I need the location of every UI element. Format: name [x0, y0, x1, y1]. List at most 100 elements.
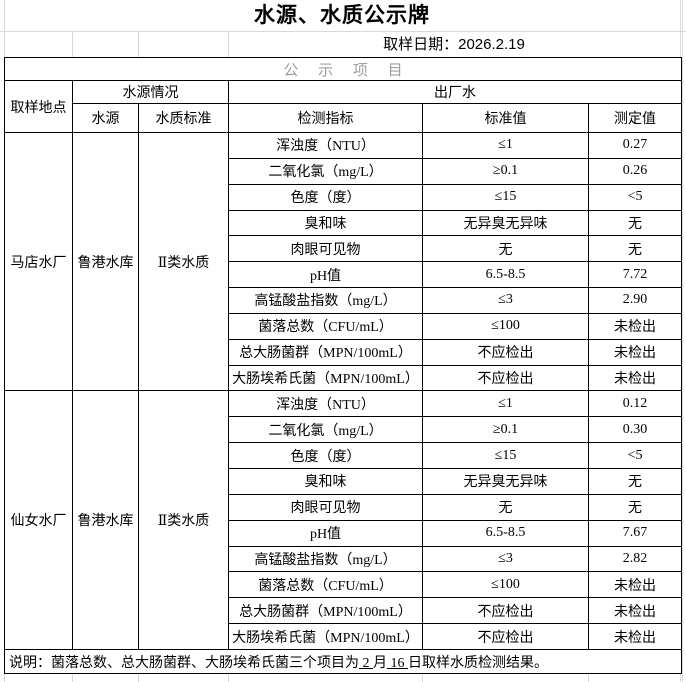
standard-cell: 不应检出 — [422, 364, 589, 392]
indicator-cell: 臭和味 — [228, 209, 423, 237]
sample-date: 取样日期：2026.2.19 — [383, 36, 525, 53]
standard-cell: ≤15 — [422, 442, 589, 469]
table-row: 肉眼可见物 无 无 — [5, 493, 683, 521]
standard-cell: ≥0.1 — [422, 157, 589, 185]
table-row: 仙女水厂 鲁港水库 Ⅱ类水质 浑浊度（NTU） ≤1 0.12 — [4, 390, 683, 650]
measured-cell: 无 — [587, 209, 683, 237]
indicator-cell: 二氧化氯（mg/L） — [228, 157, 423, 185]
standard-cell: ≥0.1 — [422, 416, 589, 444]
standard-cell: ≤1 — [422, 390, 589, 418]
indicator-cell: 菌落总数（CFU/mL） — [228, 312, 423, 340]
page-title: 水源、水质公示牌 — [254, 3, 430, 27]
standard-cell: ≤15 — [422, 183, 589, 211]
indicator-cell: 色度（度） — [228, 442, 423, 469]
table-row: 大肠埃希氏菌（MPN/100mL） 不应检出 未检出 — [5, 623, 683, 650]
indicator-cell: pH值 — [228, 519, 423, 547]
table-row: 马店水厂 鲁港水库 Ⅱ类水质 浑浊度（NTU） ≤1 0.27 — [4, 131, 683, 392]
measured-cell: 0.27 — [587, 132, 683, 159]
measured-cell: 未检出 — [587, 338, 683, 366]
indicator-cell: 大肠埃希氏菌（MPN/100mL） — [228, 364, 423, 392]
measured-cell: 0.30 — [587, 416, 683, 444]
indicator-cell: 大肠埃希氏菌（MPN/100mL） — [228, 623, 423, 650]
col-header-source-group: 水源情况 — [72, 80, 229, 104]
gridline — [138, 31, 139, 57]
gridline — [680, 674, 681, 682]
note-month-label: 月 — [373, 655, 387, 671]
col-header-standard-value: 标准值 — [422, 103, 589, 133]
indicator-cell: 浑浊度（NTU） — [228, 390, 423, 418]
indicator-cell: 色度（度） — [228, 183, 423, 211]
measured-cell: 未检出 — [587, 597, 683, 625]
table-row: 菌落总数（CFU/mL） ≤100 未检出 — [5, 571, 683, 599]
measured-cell: 无 — [587, 493, 683, 521]
col-header-standard: 水质标准 — [138, 103, 229, 133]
gridline — [588, 674, 589, 682]
measured-cell: 无 — [587, 467, 683, 495]
standard-cell: 无异臭无异味 — [422, 209, 589, 237]
indicator-cell: 肉眼可见物 — [228, 235, 423, 263]
note-text-suffix: 日取样水质检测结果。 — [408, 655, 548, 671]
standard-cell: 6.5-8.5 — [422, 261, 589, 289]
standard-cell: 无异臭无异味 — [422, 467, 589, 495]
plant-cell: 仙女水厂 — [4, 390, 73, 650]
gridline — [422, 674, 423, 682]
standard-cell: ≤100 — [422, 571, 589, 599]
indicator-cell: 臭和味 — [228, 467, 423, 495]
gridline — [228, 674, 229, 682]
standard-cell: 不应检出 — [422, 338, 589, 366]
gridline — [138, 674, 139, 682]
measured-cell: 0.26 — [587, 157, 683, 185]
standard-cell: ≤1 — [422, 132, 589, 159]
gridline — [72, 31, 73, 57]
table-row: 大肠埃希氏菌（MPN/100mL） 不应检出 未检出 — [5, 364, 683, 392]
table-row: 色度（度） ≤15 <5 — [5, 183, 683, 211]
quality-cell: Ⅱ类水质 — [138, 390, 229, 650]
note-row: 说明：菌落总数、总大肠菌群、大肠埃希氏菌三个项目为 2 月 16 日取样水质检测… — [3, 649, 683, 674]
table-row: 菌落总数（CFU/mL） ≤100 未检出 — [5, 312, 683, 340]
indicator-cell: 菌落总数（CFU/mL） — [228, 571, 423, 599]
standard-cell: 不应检出 — [422, 597, 589, 625]
col-header-measured-value: 测定值 — [587, 103, 683, 133]
indicator-cell: 肉眼可见物 — [228, 493, 423, 521]
standard-cell: 6.5-8.5 — [422, 519, 589, 547]
measured-cell: 0.12 — [587, 390, 683, 418]
standard-cell: ≤100 — [422, 312, 589, 340]
measured-cell: <5 — [587, 183, 683, 211]
measured-cell: 未检出 — [587, 364, 683, 392]
quality-cell: Ⅱ类水质 — [138, 131, 229, 392]
gridline — [72, 674, 73, 682]
col-header-source: 水源 — [72, 103, 139, 133]
source-cell: 鲁港水库 — [72, 390, 139, 650]
measured-cell: 7.72 — [587, 261, 683, 289]
table-row: pH值 6.5-8.5 7.72 — [5, 261, 683, 289]
measured-cell: 未检出 — [587, 571, 683, 599]
col-header-indicator: 检测指标 — [228, 103, 423, 133]
gridline — [680, 0, 681, 57]
note-month-underline: 2 — [359, 655, 373, 671]
indicator-cell: 高锰酸盐指数（mg/L） — [228, 287, 423, 314]
table-row: 二氧化氯（mg/L） ≥0.1 0.30 — [5, 416, 683, 444]
standard-cell: 无 — [422, 493, 589, 521]
indicator-cell: 浑浊度（NTU） — [228, 132, 423, 159]
gridline — [4, 674, 5, 682]
measured-cell: 无 — [587, 235, 683, 263]
gridline — [4, 0, 5, 57]
indicator-cell: 高锰酸盐指数（mg/L） — [228, 545, 423, 573]
table-row: 色度（度） ≤15 <5 — [5, 442, 683, 469]
indicator-cell: 总大肠菌群（MPN/100mL） — [228, 597, 423, 625]
measured-cell: 未检出 — [587, 623, 683, 650]
note-text-prefix: 说明：菌落总数、总大肠菌群、大肠埃希氏菌三个项目为 — [9, 655, 359, 671]
note-cell: 说明：菌落总数、总大肠菌群、大肠埃希氏菌三个项目为 2 月 16 日取样水质检测… — [3, 649, 683, 674]
header-row-1: 取样地点 水源情况 出厂水 — [4, 80, 683, 133]
table-row: 臭和味 无异臭无异味 无 — [5, 467, 683, 495]
standard-cell: 不应检出 — [422, 623, 589, 650]
indicator-cell: pH值 — [228, 261, 423, 289]
indicator-cell: 总大肠菌群（MPN/100mL） — [228, 338, 423, 366]
standard-cell: ≤3 — [422, 287, 589, 314]
standard-cell: ≤3 — [422, 545, 589, 573]
banner-row: 公 示 项 目 — [3, 57, 683, 81]
table-row: 肉眼可见物 无 无 — [5, 235, 683, 263]
gridline — [228, 31, 229, 57]
measured-cell: <5 — [587, 442, 683, 469]
